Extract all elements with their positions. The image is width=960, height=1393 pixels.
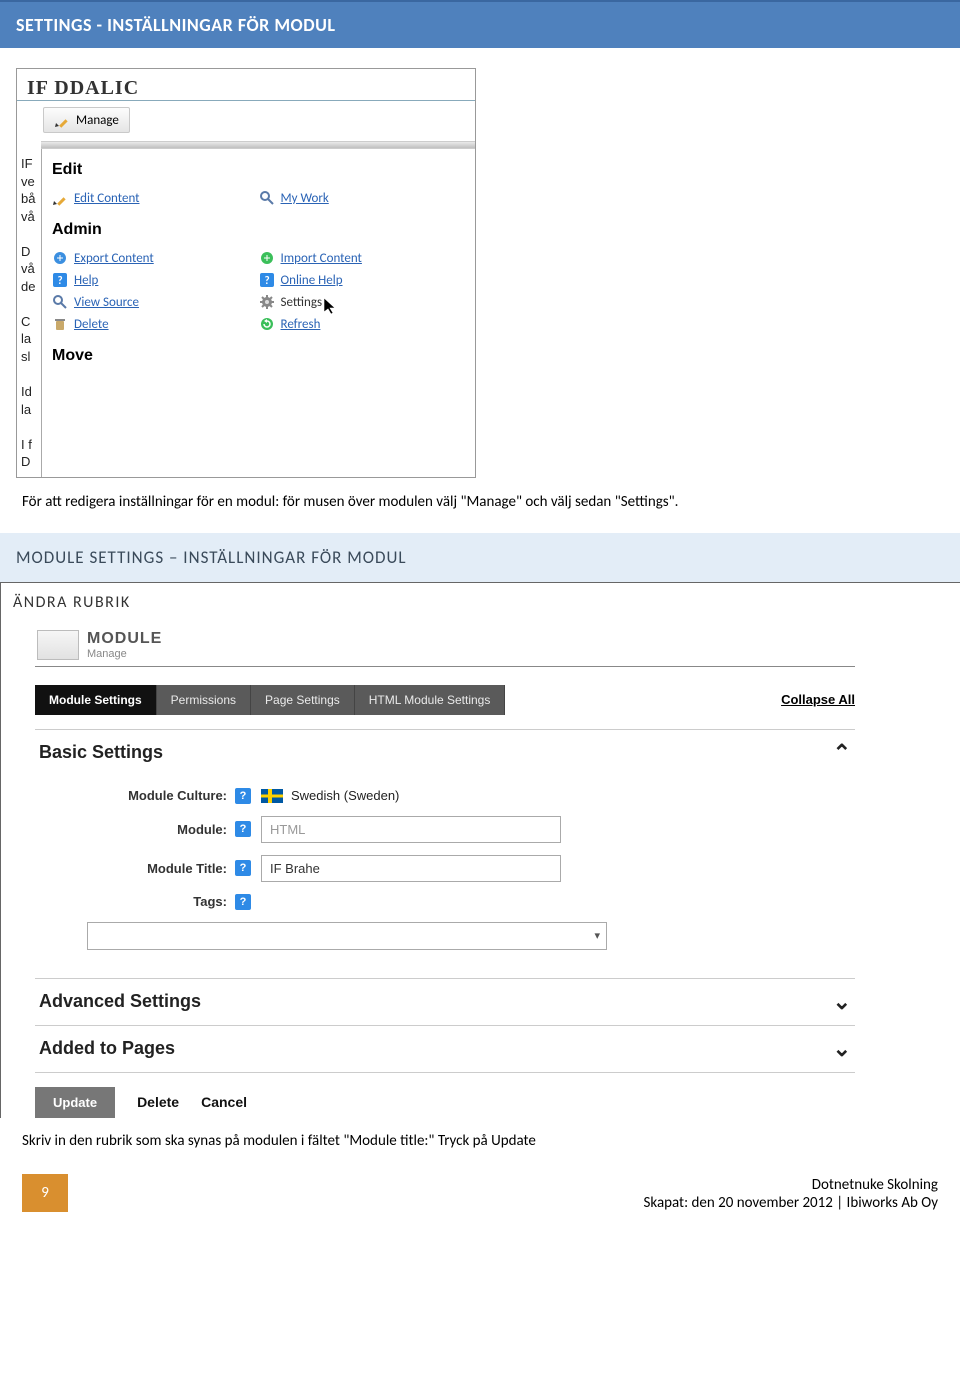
tags-row: Tags: ? bbox=[35, 888, 855, 916]
module-title-row: Module Title: ? bbox=[35, 849, 855, 888]
module-label: Module: bbox=[35, 822, 235, 837]
tab-permissions[interactable]: Permissions bbox=[157, 685, 251, 715]
page-banner: SETTINGS - INSTÄLLNINGAR FÖR MODUL bbox=[0, 0, 960, 48]
help-icon bbox=[259, 272, 275, 288]
manage-button[interactable]: Manage bbox=[43, 107, 130, 133]
site-title-fragment: IF DDALIC bbox=[17, 69, 475, 101]
added-to-pages-title: Added to Pages bbox=[39, 1038, 175, 1059]
export-content-label: Export Content bbox=[74, 251, 154, 266]
advanced-settings-section: Advanced Settings ⌄ bbox=[35, 978, 855, 1025]
mouse-cursor-icon bbox=[324, 298, 340, 314]
pencil-icon bbox=[52, 190, 68, 206]
view-source-label: View Source bbox=[74, 295, 139, 310]
footer-line1: Dotnetnuke Skolning bbox=[643, 1176, 938, 1194]
help-icon[interactable]: ? bbox=[235, 788, 251, 804]
help-label: Help bbox=[74, 273, 98, 288]
tab-module-settings[interactable]: Module Settings bbox=[35, 685, 157, 715]
settings-label: Settings bbox=[281, 295, 323, 310]
delete-link[interactable]: Delete bbox=[52, 313, 259, 335]
refresh-label: Refresh bbox=[281, 317, 321, 332]
help-icon bbox=[52, 272, 68, 288]
tags-dropdown[interactable]: ▾ bbox=[87, 922, 607, 950]
basic-settings-header[interactable]: Basic Settings ⌃ bbox=[35, 730, 855, 776]
toolbar-strip bbox=[41, 141, 475, 149]
my-work-link[interactable]: My Work bbox=[259, 187, 466, 209]
delete-label: Delete bbox=[74, 317, 109, 332]
tabs: Module Settings Permissions Page Setting… bbox=[35, 685, 505, 715]
sub-banner: MODULE SETTINGS – INSTÄLLNINGAR FÖR MODU… bbox=[0, 533, 960, 582]
export-content-link[interactable]: Export Content bbox=[52, 247, 259, 269]
pencil-icon bbox=[54, 112, 70, 128]
edit-content-label: Edit Content bbox=[74, 191, 140, 206]
basic-settings-section: Basic Settings ⌃ Module Culture: ? Swedi… bbox=[35, 729, 855, 978]
module-title-label: Module Title: bbox=[35, 861, 235, 876]
footer-line2: Skapat: den 20 november 2012 | Ibiworks … bbox=[643, 1194, 938, 1212]
page-footer: 9 Dotnetnuke Skolning Skapat: den 20 nov… bbox=[0, 1174, 960, 1230]
help-icon[interactable]: ? bbox=[235, 860, 251, 876]
module-header-line2: Manage bbox=[87, 648, 162, 660]
advanced-settings-header[interactable]: Advanced Settings ⌄ bbox=[35, 979, 855, 1025]
module-settings-screenshot: MODULE Manage Module Settings Permission… bbox=[35, 624, 855, 1118]
globe-import-icon bbox=[259, 250, 275, 266]
module-header-line1: MODULE bbox=[87, 630, 162, 648]
import-content-link[interactable]: Import Content bbox=[259, 247, 466, 269]
tags-label: Tags: bbox=[35, 894, 235, 909]
update-button[interactable]: Update bbox=[35, 1087, 115, 1118]
delete-button[interactable]: Delete bbox=[137, 1094, 179, 1110]
view-source-link[interactable]: View Source bbox=[52, 291, 259, 313]
module-header: MODULE Manage bbox=[35, 624, 855, 667]
chevron-down-icon: ⌄ bbox=[833, 989, 851, 1015]
edit-section-heading: Edit bbox=[52, 161, 465, 179]
refresh-icon bbox=[259, 316, 275, 332]
tab-html-module-settings[interactable]: HTML Module Settings bbox=[355, 685, 506, 715]
online-help-link[interactable]: Online Help bbox=[259, 269, 466, 291]
help-icon[interactable]: ? bbox=[235, 894, 251, 910]
help-link[interactable]: Help bbox=[52, 269, 259, 291]
admin-section-heading: Admin bbox=[52, 221, 465, 239]
chevron-up-icon: ⌃ bbox=[833, 740, 851, 766]
help-icon[interactable]: ? bbox=[235, 821, 251, 837]
module-culture-row: Module Culture: ? Swedish (Sweden) bbox=[35, 782, 855, 810]
module-title-input[interactable] bbox=[261, 855, 561, 882]
globe-export-icon bbox=[52, 250, 68, 266]
module-row: Module: ? bbox=[35, 810, 855, 849]
move-section-heading: Move bbox=[52, 347, 465, 365]
online-help-label: Online Help bbox=[281, 273, 343, 288]
refresh-link[interactable]: Refresh bbox=[259, 313, 466, 335]
magnifier-icon bbox=[259, 190, 275, 206]
basic-settings-title: Basic Settings bbox=[39, 742, 163, 763]
chevron-down-icon: ▾ bbox=[594, 929, 600, 942]
added-to-pages-section: Added to Pages ⌄ bbox=[35, 1025, 855, 1073]
advanced-settings-title: Advanced Settings bbox=[39, 991, 201, 1012]
background-text-fragments: IF ve bå vå D vå de C la sl Id la I f D bbox=[17, 149, 41, 477]
my-work-label: My Work bbox=[281, 191, 329, 206]
module-culture-label: Module Culture: bbox=[35, 788, 235, 803]
chevron-down-icon: ⌄ bbox=[833, 1036, 851, 1062]
trash-icon bbox=[52, 316, 68, 332]
button-row: Update Delete Cancel bbox=[35, 1087, 855, 1118]
manage-menu-screenshot: IF DDALIC Manage IF ve bå vå D vå de C l… bbox=[16, 68, 476, 478]
cancel-button[interactable]: Cancel bbox=[201, 1094, 247, 1110]
tab-page-settings[interactable]: Page Settings bbox=[251, 685, 355, 715]
module-input bbox=[261, 816, 561, 843]
andra-rubrik-section: ÄNDRA RUBRIK MODULE Manage Module Settin… bbox=[0, 582, 960, 1118]
added-to-pages-header[interactable]: Added to Pages ⌄ bbox=[35, 1026, 855, 1072]
module-culture-value: Swedish (Sweden) bbox=[291, 788, 399, 803]
page-number: 9 bbox=[22, 1174, 68, 1212]
manage-dropdown-panel: Edit Edit Content My Work Admin bbox=[41, 149, 475, 477]
collapse-all-link[interactable]: Collapse All bbox=[781, 692, 855, 707]
manage-button-label: Manage bbox=[76, 113, 119, 128]
description-text: För att redigera inställningar för en mo… bbox=[22, 492, 938, 513]
magnifier-icon bbox=[52, 294, 68, 310]
gear-icon bbox=[259, 294, 275, 310]
edit-content-link[interactable]: Edit Content bbox=[52, 187, 259, 209]
module-header-icon bbox=[37, 630, 79, 660]
import-content-label: Import Content bbox=[281, 251, 362, 266]
settings-link[interactable]: Settings bbox=[259, 291, 466, 313]
andra-rubrik-title: ÄNDRA RUBRIK bbox=[13, 593, 960, 612]
bottom-instruction: Skriv in den rubrik som ska synas på mod… bbox=[22, 1132, 938, 1150]
sweden-flag-icon bbox=[261, 789, 283, 803]
